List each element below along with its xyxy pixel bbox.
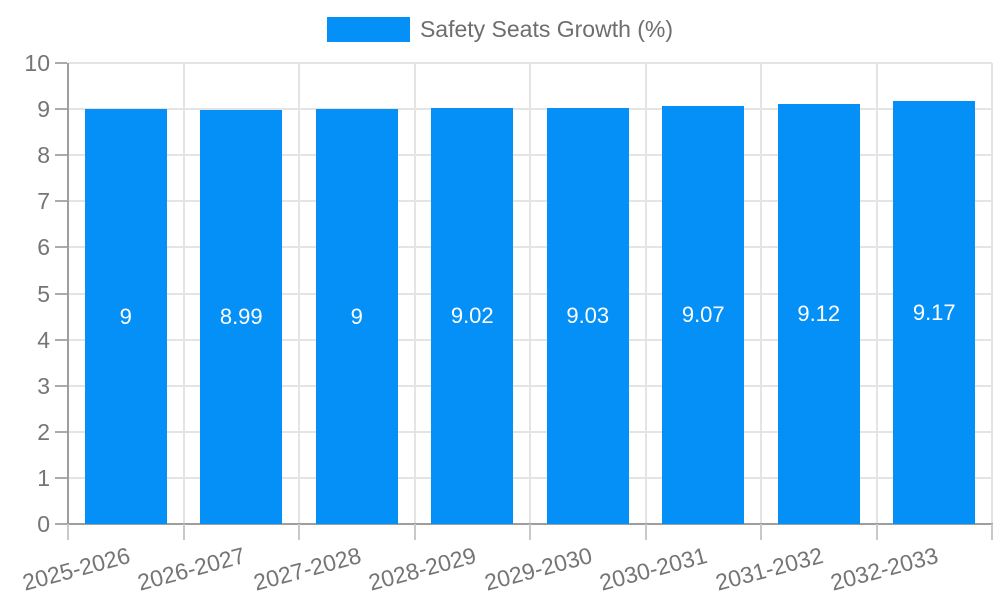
- x-axis-tick: [529, 524, 531, 540]
- gridline-vertical: [991, 63, 993, 524]
- y-axis-tick: [55, 62, 67, 64]
- gridline-horizontal: [68, 108, 992, 111]
- x-axis-tick: [991, 524, 993, 540]
- gridline-horizontal: [68, 200, 992, 203]
- gridline-horizontal: [68, 292, 992, 295]
- bar-value-label: 9: [350, 303, 363, 329]
- bar-value-label: 9.17: [912, 299, 956, 325]
- x-axis-tick-label: 2029-2030: [481, 542, 595, 596]
- y-axis-tick: [55, 384, 67, 387]
- x-axis-tick-label: 2032-2033: [827, 542, 941, 596]
- bar: 8.99: [200, 109, 283, 524]
- x-axis-tick-label: 2025-2026: [19, 542, 133, 596]
- y-axis-tick-label: 5: [37, 280, 50, 307]
- x-axis-tick-label: 2026-2027: [134, 542, 248, 596]
- x-axis-tick: [760, 524, 762, 540]
- x-axis-tick: [644, 524, 647, 540]
- y-axis-tick-label: 3: [37, 372, 50, 399]
- y-axis-tick-label: 1: [37, 464, 50, 491]
- x-axis-tick-label: 2030-2031: [596, 542, 710, 596]
- y-axis-tick: [55, 108, 67, 111]
- bar-value-label: 9.12: [797, 300, 841, 326]
- y-axis-tick: [55, 476, 67, 479]
- legend-label: Safety Seats Growth (%): [419, 16, 674, 42]
- y-axis-tick: [55, 430, 67, 433]
- x-axis-tick: [298, 524, 300, 540]
- y-axis-tick-label: 7: [37, 188, 50, 215]
- x-axis-tick: [67, 524, 69, 540]
- legend-color-swatch: [326, 17, 410, 42]
- y-axis-tick: [55, 154, 67, 157]
- bar-value-label: 9.03: [566, 302, 610, 328]
- gridline-horizontal: [68, 476, 992, 479]
- y-axis-tick: [55, 200, 67, 203]
- x-axis-tick-label: 2028-2029: [365, 542, 479, 596]
- gridline-horizontal: [68, 154, 992, 157]
- y-axis-tick: [55, 246, 67, 249]
- y-axis-line: [67, 63, 69, 524]
- y-axis-tick-label: 8: [37, 142, 50, 169]
- bar: 9.02: [431, 108, 514, 524]
- y-axis-tick-label: 0: [37, 511, 50, 537]
- gridline-horizontal: [68, 430, 992, 433]
- x-axis-tick: [413, 524, 416, 540]
- gridline-horizontal: [68, 246, 992, 249]
- x-axis-tick-label: 2031-2032: [712, 542, 826, 596]
- y-axis-tick-label: 4: [37, 326, 50, 353]
- y-axis-tick: [55, 338, 67, 341]
- gridline-horizontal: [68, 384, 992, 387]
- legend-item-safety-seats-growth[interactable]: Safety Seats Growth (%): [326, 16, 674, 42]
- y-axis-tick-label: 2: [37, 418, 50, 445]
- y-axis-tick: [55, 292, 67, 295]
- bar: 9.17: [893, 101, 976, 524]
- x-axis-tick: [875, 524, 878, 540]
- bar: 9.12: [777, 103, 860, 524]
- y-axis-tick-label: 10: [24, 50, 50, 76]
- bar-value-label: 9.07: [681, 301, 725, 327]
- gridline-horizontal: [68, 338, 992, 341]
- x-axis-tick: [182, 524, 185, 540]
- y-axis-tick: [55, 523, 67, 525]
- bar-value-label: 9.02: [450, 303, 494, 329]
- x-axis-tick-label: 2027-2028: [250, 542, 364, 596]
- bar: 9: [84, 109, 167, 524]
- bar: 9.03: [546, 107, 629, 524]
- y-axis-tick-label: 9: [37, 96, 50, 123]
- gridline-horizontal: [68, 62, 992, 64]
- bar: 9: [315, 109, 398, 524]
- bar-value-label: 9: [119, 303, 132, 329]
- bar: 9.07: [662, 105, 745, 524]
- y-axis-tick-label: 6: [37, 234, 50, 261]
- bar-value-label: 8.99: [219, 303, 263, 329]
- chart-legend: Safety Seats Growth (%): [0, 17, 1000, 42]
